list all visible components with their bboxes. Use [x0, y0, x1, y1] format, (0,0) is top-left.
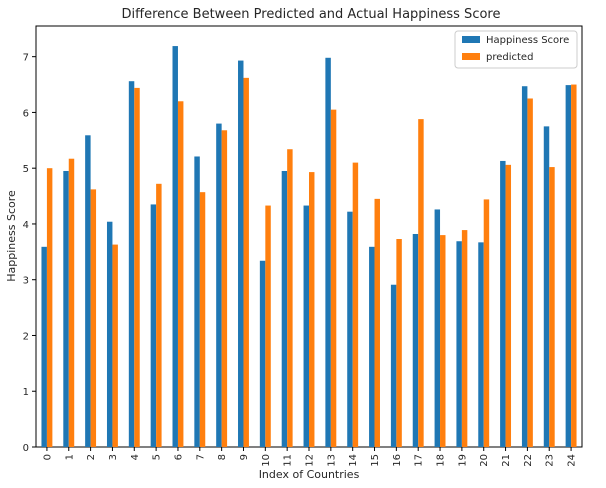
- bar-happiness-score: [106, 221, 113, 447]
- bar-happiness-score: [216, 123, 222, 448]
- x-tick-label: 15: [370, 454, 381, 467]
- bar-predicted: [505, 164, 512, 447]
- bar-happiness-score: [303, 205, 309, 447]
- bar-predicted: [309, 172, 315, 447]
- bar-happiness-score: [128, 81, 135, 447]
- bar-predicted: [112, 244, 118, 447]
- chart-title: Difference Between Predicted and Actual …: [122, 7, 501, 22]
- bar-happiness-score: [238, 60, 244, 448]
- bar-happiness-score: [259, 260, 266, 447]
- bar-predicted: [483, 199, 490, 447]
- bar-happiness-score: [369, 246, 375, 447]
- bar-happiness-score: [390, 284, 397, 447]
- bar-predicted: [287, 149, 293, 448]
- x-tick-label: 24: [567, 454, 578, 467]
- bar-predicted: [134, 87, 140, 448]
- bar-predicted: [330, 109, 337, 447]
- y-axis: 0 1 2 3 4 5 6 7: [23, 53, 36, 454]
- bar-predicted: [90, 189, 97, 447]
- x-tick-label: 13: [326, 454, 337, 467]
- y-tick-label: 4: [23, 220, 29, 231]
- bar-happiness-score: [456, 241, 462, 447]
- x-tick-label: 17: [414, 454, 425, 467]
- x-tick-label: 20: [479, 454, 490, 467]
- x-tick-label: 6: [173, 454, 184, 460]
- y-tick-label: 0: [23, 443, 29, 454]
- bar-predicted: [374, 198, 380, 447]
- bar-predicted: [527, 98, 533, 448]
- bar-predicted: [396, 239, 402, 447]
- bar-predicted: [461, 230, 468, 447]
- bar-happiness-score: [500, 160, 506, 447]
- x-tick-label: 23: [545, 454, 556, 467]
- x-tick-label: 2: [86, 454, 97, 460]
- bar-predicted: [440, 235, 446, 447]
- legend-swatch-predicted: [462, 53, 480, 60]
- x-tick-label: 8: [217, 454, 228, 460]
- bar-predicted: [265, 205, 271, 447]
- x-tick-label: 12: [305, 454, 316, 467]
- x-tick-label: 11: [283, 454, 294, 467]
- bar-predicted: [418, 119, 424, 447]
- x-tick-label: 5: [152, 454, 163, 460]
- y-tick-label: 3: [23, 276, 29, 287]
- x-tick-label: 1: [64, 454, 75, 460]
- y-tick-label: 5: [23, 164, 29, 175]
- bar-predicted: [352, 162, 359, 447]
- x-tick-label: 0: [42, 454, 53, 460]
- y-axis-label: Happiness Score: [5, 190, 18, 282]
- x-axis: 0 1 2 3 4 5 6 7 8 9 10 11 12 13 14 15 16 17 18 19 20 21 22 23 24: [42, 447, 578, 467]
- bar-predicted: [46, 168, 53, 447]
- bar-predicted: [221, 130, 228, 447]
- legend: Happiness Score predicted: [454, 30, 578, 69]
- bar-happiness-score: [150, 204, 157, 447]
- x-tick-label: 7: [195, 454, 206, 460]
- bar-happiness-score: [521, 86, 528, 447]
- bar-predicted: [243, 77, 249, 447]
- bar-predicted: [68, 158, 75, 447]
- x-tick-label: 4: [130, 454, 141, 460]
- bar-happiness-score: [565, 85, 572, 447]
- bar-happiness-score: [347, 211, 353, 447]
- y-tick-label: 6: [23, 108, 29, 119]
- bar-happiness-score: [41, 246, 47, 447]
- bar-happiness-score: [281, 170, 288, 447]
- x-tick-label: 10: [261, 454, 272, 467]
- x-tick-label: 16: [392, 454, 403, 467]
- legend-label-happiness-score: Happiness Score: [486, 35, 569, 46]
- y-tick-label: 2: [23, 331, 29, 342]
- bar-happiness-score: [325, 57, 331, 447]
- bar-happiness-score: [434, 209, 441, 447]
- bar-happiness-score: [172, 46, 178, 448]
- bar-predicted: [571, 84, 577, 447]
- x-tick-label: 22: [523, 454, 534, 467]
- x-axis-label: Index of Countries: [259, 468, 360, 481]
- legend-box: [454, 30, 578, 69]
- x-tick-label: 18: [436, 454, 447, 467]
- x-tick-label: 9: [239, 454, 250, 460]
- x-tick-label: 21: [501, 454, 512, 467]
- bar-predicted: [199, 192, 206, 447]
- bar-happiness-score: [543, 126, 550, 448]
- bar-happiness-score: [412, 233, 419, 447]
- bar-predicted: [177, 101, 184, 448]
- bar-predicted: [549, 167, 555, 447]
- bar-happiness-score: [85, 135, 91, 447]
- x-tick-label: 14: [348, 454, 359, 467]
- bar-happiness-score: [63, 170, 69, 447]
- bar-happiness-score: [194, 156, 200, 447]
- y-tick-label: 7: [23, 53, 29, 64]
- x-tick-label: 3: [108, 454, 119, 460]
- x-tick-label: 19: [457, 454, 468, 467]
- legend-label-predicted: predicted: [486, 52, 533, 63]
- bars: [41, 46, 577, 448]
- bar-happiness-score: [478, 242, 484, 447]
- y-tick-label: 1: [23, 387, 29, 398]
- bar-predicted: [156, 183, 162, 447]
- legend-swatch-happiness-score: [462, 36, 480, 43]
